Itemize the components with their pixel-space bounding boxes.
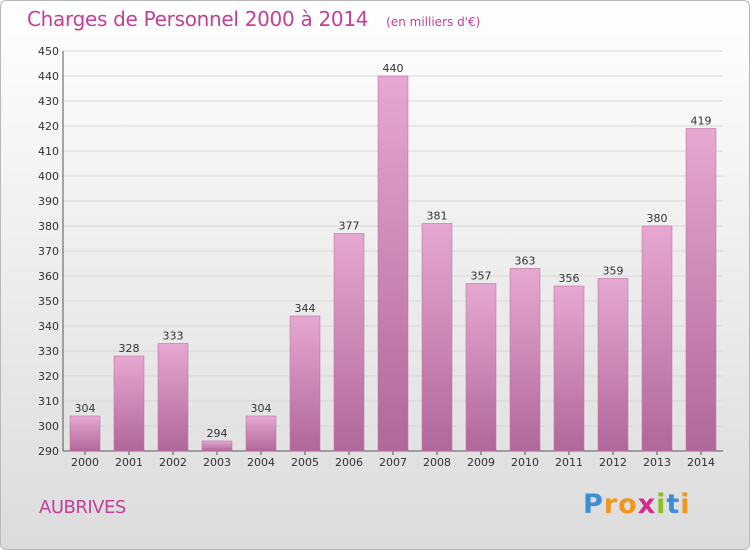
y-tick-label: 390 [38,195,59,208]
bar-2012 [597,278,629,452]
data-label: 419 [691,115,712,128]
chart-title-text: Charges de Personnel 2000 à 2014 [27,7,369,31]
data-label: 381 [427,210,448,223]
x-tick-label: 2013 [643,456,671,469]
data-label: 359 [603,265,624,278]
y-tick-label: 320 [38,370,59,383]
y-tick-label: 420 [38,120,59,133]
bar-2006 [333,233,365,452]
data-label: 380 [647,212,668,225]
chart-title: Charges de Personnel 2000 à 2014 (en mill… [27,7,480,31]
y-tick-label: 330 [38,345,59,358]
data-label: 377 [339,220,360,233]
x-tick-label: 2009 [467,456,495,469]
data-label: 333 [163,330,184,343]
y-tick-label: 370 [38,245,59,258]
logo-letter: i [680,489,691,520]
data-label: 357 [471,270,492,283]
x-tick-label: 2007 [379,456,407,469]
bar-2010 [509,268,541,452]
bar-2003 [201,440,233,452]
proxiti-logo: Proxiti [583,489,691,520]
logo-letter: P [583,489,604,520]
logo-letter: r [603,489,619,520]
bars [69,75,717,452]
y-tick-label: 440 [38,70,59,83]
data-label: 363 [515,255,536,268]
data-label: 304 [75,402,96,415]
y-tick-label: 430 [38,95,59,108]
chart-subtitle: (en milliers d'€) [386,15,481,29]
data-label: 356 [559,272,580,285]
bar-2007 [377,75,409,452]
x-tick-label: 2008 [423,456,451,469]
x-tick-label: 2001 [115,456,143,469]
bar-2004 [245,415,277,452]
bar-2011 [553,285,585,452]
logo-letter: o [618,489,638,520]
y-tick-label: 450 [38,45,59,58]
data-label: 304 [251,402,272,415]
bar-2014 [685,128,717,452]
bar-2002 [157,343,189,452]
y-tick-label: 410 [38,145,59,158]
bar-2005 [289,315,321,452]
y-tick-label: 290 [38,445,59,458]
x-tick-label: 2003 [203,456,231,469]
bar-2009 [465,283,497,452]
y-tick-label: 380 [38,220,59,233]
y-tick-label: 350 [38,295,59,308]
x-tick-label: 2005 [291,456,319,469]
data-label: 294 [207,427,228,440]
logo-letter: i [656,489,667,520]
data-label: 440 [383,62,404,75]
data-label: 344 [295,302,316,315]
logo-letter: x [637,489,657,520]
x-tick-label: 2014 [687,456,715,469]
y-tick-label: 360 [38,270,59,283]
x-tick-label: 2010 [511,456,539,469]
y-tick-label: 340 [38,320,59,333]
x-tick-label: 2012 [599,456,627,469]
data-label: 328 [119,342,140,355]
x-tick-label: 2000 [71,456,99,469]
location-name: AUBRIVES [39,497,126,518]
bar-2013 [641,225,673,452]
x-tick-label: 2006 [335,456,363,469]
y-tick-label: 310 [38,395,59,408]
labels: 290 300 310 320 330 340 350 360 370 380 390 400 410 4… [38,45,715,469]
bar-2000 [69,415,101,452]
logo-letter: t [666,489,681,520]
y-tick-label: 400 [38,170,59,183]
x-tick-label: 2004 [247,456,275,469]
x-tick-label: 2002 [159,456,187,469]
x-tick-label: 2011 [555,456,583,469]
y-tick-label: 300 [38,420,59,433]
bar-2008 [421,223,453,452]
bar-2001 [113,355,145,452]
